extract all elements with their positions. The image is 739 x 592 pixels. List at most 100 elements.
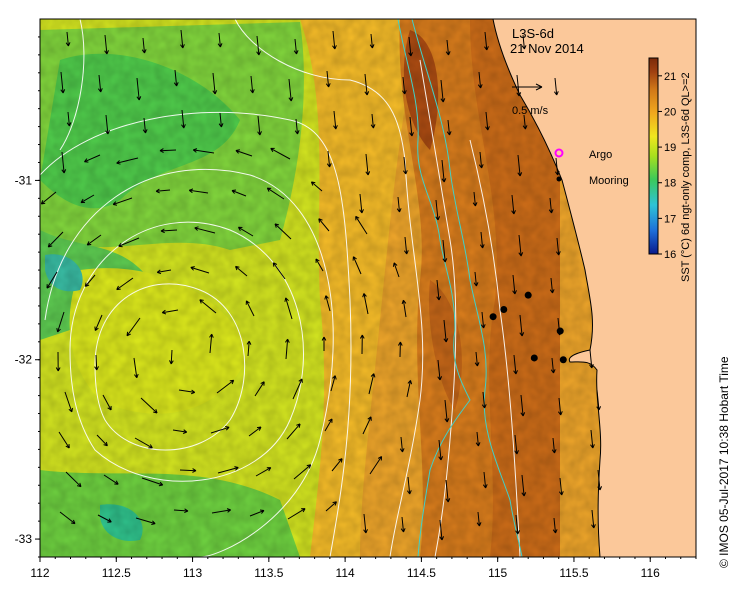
current-arrow: [477, 71, 483, 89]
current-arrow: [359, 334, 365, 355]
current-arrow: [485, 111, 490, 131]
current-arrow: [512, 274, 517, 295]
current-arrow: [173, 69, 179, 87]
colorbar-tick-label: 19: [664, 142, 676, 154]
current-arrow: [318, 218, 330, 232]
current-arrow: [80, 194, 95, 204]
current-arrow: [437, 359, 443, 381]
current-arrow: [61, 151, 67, 174]
current-arrow: [364, 73, 370, 96]
current-arrow: [443, 319, 449, 343]
current-arrow: [86, 234, 102, 246]
current-arrow: [446, 119, 452, 136]
current-arrow: [333, 110, 338, 130]
current-arrow: [56, 311, 65, 333]
current-arrow: [286, 423, 301, 440]
current-arrow: [94, 354, 99, 371]
argo-symbol-icon: [554, 148, 564, 158]
current-arrow: [97, 514, 112, 523]
colorbar-tick-label: 17: [664, 213, 676, 225]
x-tick-label: 115: [488, 566, 507, 580]
y-tick-label: -31: [15, 173, 33, 187]
current-arrow: [365, 153, 371, 176]
colorbar-tick-label: 18: [664, 178, 676, 190]
current-arrow: [352, 256, 362, 275]
current-arrow: [326, 150, 332, 168]
current-arrow: [548, 197, 554, 214]
current-arrow: [180, 29, 185, 49]
current-arrow: [362, 293, 369, 315]
x-axis: 112 112.5 113 113.5 114 114.5 115 115.5 116: [30, 557, 697, 580]
current-arrow: [362, 416, 372, 435]
current-arrow: [397, 341, 403, 358]
isobaths: [397, 19, 523, 557]
current-arrow: [188, 188, 209, 194]
current-arrow: [368, 373, 376, 395]
current-arrow: [211, 508, 232, 514]
current-arrow: [400, 516, 406, 533]
current-arrow: [293, 38, 299, 55]
current-arrow: [288, 78, 294, 102]
current-arrow: [194, 226, 216, 234]
current-arrow: [116, 157, 139, 165]
x-tick-label: 115.5: [559, 566, 588, 580]
current-arrow: [363, 513, 368, 534]
current-arrow: [516, 74, 522, 97]
x-tick-label: 113: [183, 566, 202, 580]
current-arrow: [47, 231, 64, 248]
current-arrow: [210, 426, 230, 434]
current-arrow: [103, 474, 119, 485]
colorbar-ramp: [648, 57, 659, 255]
current-arrow: [272, 262, 286, 280]
current-arrow: [209, 333, 214, 354]
current-arrow: [217, 32, 223, 48]
current-arrow: [192, 148, 215, 154]
current-arrow: [484, 31, 489, 51]
current-arrow: [369, 33, 375, 49]
current-arrow: [118, 237, 140, 248]
current-arrow: [324, 418, 333, 432]
current-arrow: [216, 379, 235, 394]
current-arrow: [392, 262, 400, 278]
current-vectors: [40, 29, 603, 541]
mooring-marker: [530, 354, 538, 362]
velocity-scale-label: 0.5 m/s: [512, 105, 549, 117]
current-arrow: [94, 314, 103, 331]
current-arrow: [514, 434, 519, 455]
current-arrow: [403, 236, 409, 255]
current-arrow: [442, 239, 448, 263]
mooring-marker: [556, 327, 564, 335]
credit-text: © IMOS 05-Jul-2017 10:38 Hobart Time: [717, 356, 731, 568]
current-arrow: [445, 479, 451, 503]
current-arrow: [406, 476, 412, 495]
current-arrow: [169, 349, 174, 365]
current-arrow: [438, 439, 444, 461]
current-arrow: [310, 181, 323, 192]
x-tick-label: 113.5: [254, 566, 283, 580]
current-arrow: [474, 351, 480, 367]
product-label: L3S-6d: [512, 26, 554, 41]
current-arrow: [59, 511, 76, 525]
current-arrow: [257, 115, 262, 136]
current-arrow: [266, 187, 285, 200]
current-arrow: [237, 226, 254, 237]
current-arrow: [141, 477, 164, 487]
current-arrow: [173, 508, 189, 514]
current-arrow: [64, 391, 73, 413]
current-arrow: [274, 223, 292, 240]
current-arrow: [480, 311, 486, 329]
colorbar: 21 20 19 18 17 16 SST (°C) 6d ngt-only comp, …: [648, 57, 692, 282]
current-arrow: [134, 437, 153, 449]
current-arrow: [159, 148, 177, 153]
current-arrow: [142, 117, 148, 134]
current-arrow: [178, 389, 196, 395]
current-arrow: [321, 336, 327, 351]
date-label: 21 Nov 2014: [510, 41, 584, 56]
current-arrow: [284, 297, 293, 320]
current-arrow: [370, 113, 376, 129]
current-arrow: [399, 436, 405, 453]
current-arrow: [402, 156, 408, 175]
colorbar-tick-label: 21: [664, 71, 676, 83]
current-arrow: [160, 228, 178, 234]
